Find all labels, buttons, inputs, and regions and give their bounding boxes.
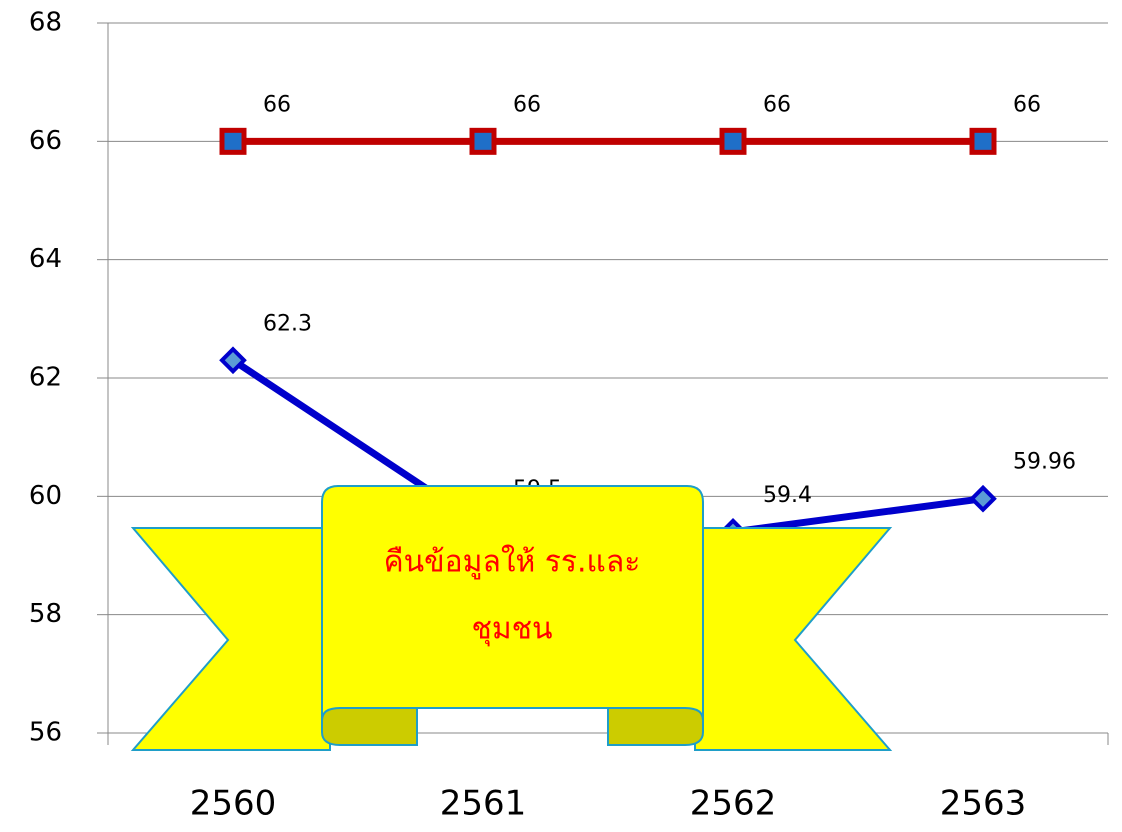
data-label: 66 (763, 92, 791, 117)
y-tick-label: 68 (29, 8, 62, 38)
banner-body (321, 485, 704, 721)
data-label: 66 (1013, 92, 1041, 117)
marker (469, 127, 497, 155)
annotation: ชุมชน (471, 612, 552, 648)
y-tick-label: 58 (29, 599, 62, 629)
banner-curl-left (321, 707, 418, 746)
annotation: คืนข้อมูลให้ รร.และ (384, 545, 641, 580)
banner-curl-right (607, 707, 704, 746)
data-label: 59.4 (763, 483, 812, 508)
x-tick-label: 2563 (940, 784, 1027, 824)
data-label: 59.96 (1013, 450, 1076, 475)
x-tick-label: 2561 (440, 784, 527, 824)
data-label: 62.3 (263, 311, 312, 336)
x-tick-label: 2560 (190, 784, 277, 824)
y-tick-label: 66 (29, 126, 62, 156)
banner-wing-right (694, 527, 893, 751)
data-label: 66 (513, 92, 541, 117)
marker (219, 346, 247, 375)
y-tick-label: 64 (29, 244, 62, 274)
data-label: 66 (263, 92, 291, 117)
banner: คืนข้อมูลให้ รร.และ ชุมชน (130, 485, 893, 751)
marker (719, 127, 747, 155)
y-tick-label: 60 (29, 481, 62, 511)
marker (969, 484, 997, 513)
y-tick-label: 56 (29, 718, 62, 748)
banner-wing-left (130, 527, 331, 751)
marker (969, 127, 997, 155)
x-tick-label: 2562 (690, 784, 777, 824)
y-tick-label: 62 (29, 363, 62, 393)
marker (219, 127, 247, 155)
